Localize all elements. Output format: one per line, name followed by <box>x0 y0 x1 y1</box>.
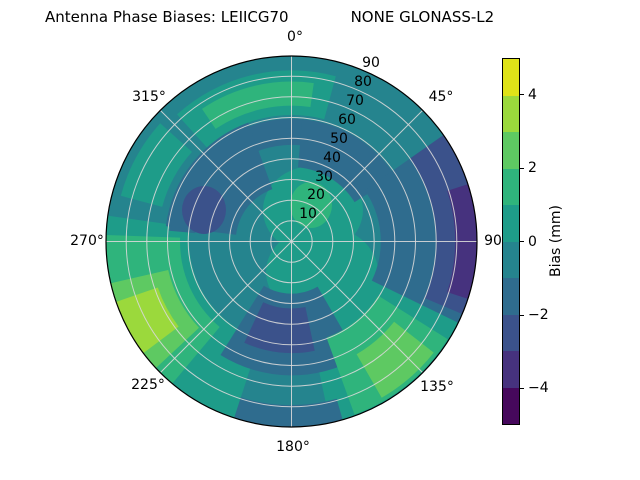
colorbar <box>502 58 520 425</box>
colorbar-ticklabel-n2: −2 <box>528 307 549 323</box>
colorbar-band-3-4 <box>503 95 519 132</box>
polar-grid <box>105 55 478 428</box>
contour-region-upperright-darkband <box>298 119 396 203</box>
angle-label-0: 0° <box>287 29 303 45</box>
radial-label-40: 40 <box>323 150 341 166</box>
angle-label-315: 315° <box>132 89 166 105</box>
colorbar-tick-2 <box>520 168 524 170</box>
colorbar-ticklabel-2: 2 <box>528 160 537 176</box>
colorbar-band-n1-0 <box>503 241 519 278</box>
colorbar-ticklabel-0: 0 <box>528 234 537 250</box>
colorbar-band-n5-n4 <box>503 387 519 424</box>
radial-label-20: 20 <box>307 187 325 203</box>
colorbar-band-0-1 <box>503 205 519 242</box>
contour-region-left-tealgreen <box>120 123 192 207</box>
colorbar-axis-label: Bias (mm) <box>548 204 564 278</box>
radial-label-90: 90 <box>362 55 380 71</box>
radial-label-80: 80 <box>354 74 372 90</box>
colorbar-band-2-3 <box>503 132 519 169</box>
angle-label-45: 45° <box>428 89 454 105</box>
chart-title: Antenna Phase Biases: LEIICG70 NONE GLON… <box>45 8 495 26</box>
colorbar-band-1-2 <box>503 168 519 205</box>
radial-label-70: 70 <box>346 93 364 109</box>
colorbar-tick-n4 <box>520 388 524 390</box>
contour-region-left-darkblue-blob <box>182 186 226 234</box>
radial-label-50: 50 <box>330 131 348 147</box>
radial-label-10: 10 <box>299 206 317 222</box>
colorbar-band-n3-n2 <box>503 314 519 351</box>
radial-label-30: 30 <box>315 169 333 185</box>
colorbar-tick-0 <box>520 241 524 243</box>
colorbar-band-n2-n1 <box>503 278 519 315</box>
contour-region-lowerright-lightgreen <box>356 321 434 398</box>
contour-region-top-green-arc <box>202 81 314 129</box>
grid-spoke-135-315 <box>159 109 424 374</box>
colorbar-ticklabel-n4: −4 <box>528 380 549 396</box>
colorbar-band-n4-n3 <box>503 351 519 388</box>
angle-label-90: 90 <box>484 233 502 249</box>
angle-label-180: 180° <box>276 439 310 455</box>
colorbar-ticklabel-4: 4 <box>528 87 537 103</box>
contour-region-lowerleft-yellowgreen <box>115 287 179 354</box>
colorbar-tick-n2 <box>520 315 524 317</box>
radial-label-60: 60 <box>338 112 356 128</box>
plot-border <box>105 55 478 428</box>
colorbar-band-4-5 <box>503 59 519 96</box>
angle-label-270: 270° <box>70 233 104 249</box>
angle-label-225: 225° <box>131 377 165 393</box>
angle-label-135: 135° <box>420 379 454 395</box>
colorbar-tick-4 <box>520 94 524 96</box>
